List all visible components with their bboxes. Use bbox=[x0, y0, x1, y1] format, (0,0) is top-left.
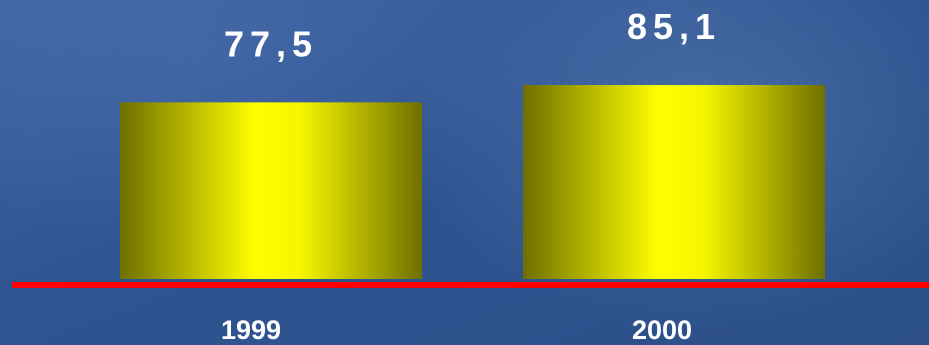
category-label-2000: 2000 bbox=[632, 315, 692, 345]
value-label-2000: 85,1 bbox=[627, 6, 721, 47]
value-label-1999: 77,5 bbox=[224, 23, 318, 64]
bars-layer bbox=[120, 85, 825, 280]
bar-2000 bbox=[523, 85, 825, 280]
labels-layer: 77,5 1999 85,1 2000 bbox=[221, 6, 721, 345]
category-label-1999: 1999 bbox=[221, 315, 281, 345]
bar-1999 bbox=[120, 102, 422, 279]
